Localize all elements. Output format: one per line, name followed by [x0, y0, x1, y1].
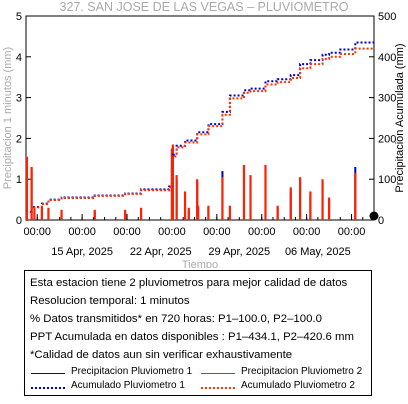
x-tick-label: 00:00 — [23, 226, 51, 238]
x-tick-label: 00:00 — [203, 226, 231, 238]
y-right-tick-label: 500 — [378, 11, 396, 23]
x-axis-label: Tiempo — [182, 259, 218, 268]
legend-label-acum-1: Acumulado Pluviometro 1 — [71, 380, 185, 391]
legend-swatch-precip-1 — [31, 373, 65, 374]
chart-title: 327. SAN JOSE DE LAS VEGAS – PLUVIOMETRO — [60, 0, 349, 14]
x-date-label: 06 May, 2025 — [285, 246, 351, 258]
x-tick-label: 00:00 — [158, 226, 186, 238]
x-tick-label: 00:00 — [293, 226, 321, 238]
y-left-axis-label: Precipitacion 1 minutos (mm) — [2, 47, 14, 189]
plot-frame — [25, 15, 375, 221]
info-line-resolution: Resolucion temporal: 1 minutos — [30, 295, 190, 307]
y-right-tick-label: 100 — [378, 174, 396, 186]
end-marker — [369, 211, 379, 221]
y-left-tick-label: 0 — [16, 215, 22, 227]
y-left-tick-label: 1 — [16, 174, 22, 186]
legend-swatch-precip-2 — [201, 373, 235, 374]
info-line-accumulated: PPT Acumulada en datos disponibles : P1–… — [30, 331, 354, 343]
legend-swatch-acum-1 — [31, 387, 65, 389]
y-left-tick-label: 4 — [16, 52, 22, 64]
y-left-tick-label: 3 — [16, 93, 22, 105]
y-right-tick-label: 300 — [378, 93, 396, 105]
info-line-transmitted: % Datos transmitidos* en 720 horas: P1–1… — [30, 313, 322, 325]
y-right-axis-label: Precipitacion Acumulada (mm) — [394, 43, 406, 192]
legend-label-precip-2: Precipitacion Pluviometro 2 — [241, 366, 363, 377]
info-line-stations: Esta estacion tiene 2 pluviometros para … — [30, 277, 348, 289]
legend-swatch-acum-2 — [201, 387, 235, 389]
acum-2-line — [25, 47, 375, 221]
legend-label-precip-1: Precipitacion Pluviometro 1 — [71, 366, 193, 377]
y-right-tick-label: 0 — [378, 215, 384, 227]
rainfall-chart: 327. SAN JOSE DE LAS VEGAS – PLUVIOMETRO… — [2, 0, 406, 268]
y-right-tick-label: 200 — [378, 133, 396, 145]
x-date-label: 29 Apr, 2025 — [208, 246, 270, 258]
info-line-quality-note: *Calidad de datos aun sin verificar exha… — [30, 349, 293, 361]
legend-label-acum-2: Acumulado Pluviometro 2 — [241, 380, 355, 391]
y-left-tick-label: 2 — [16, 133, 22, 145]
y-left-tick-label: 5 — [16, 11, 22, 23]
x-date-label: 22 Apr, 2025 — [130, 246, 192, 258]
x-tick-label: 00:00 — [113, 226, 141, 238]
x-tick-label: 00:00 — [248, 226, 276, 238]
x-tick-label: 00:00 — [338, 226, 366, 238]
y-right-tick-label: 400 — [378, 52, 396, 64]
x-date-label: 15 Apr, 2025 — [51, 246, 113, 258]
x-tick-label: 00:00 — [68, 226, 96, 238]
info-box: Esta estacion tiene 2 pluviometros para … — [24, 270, 372, 396]
